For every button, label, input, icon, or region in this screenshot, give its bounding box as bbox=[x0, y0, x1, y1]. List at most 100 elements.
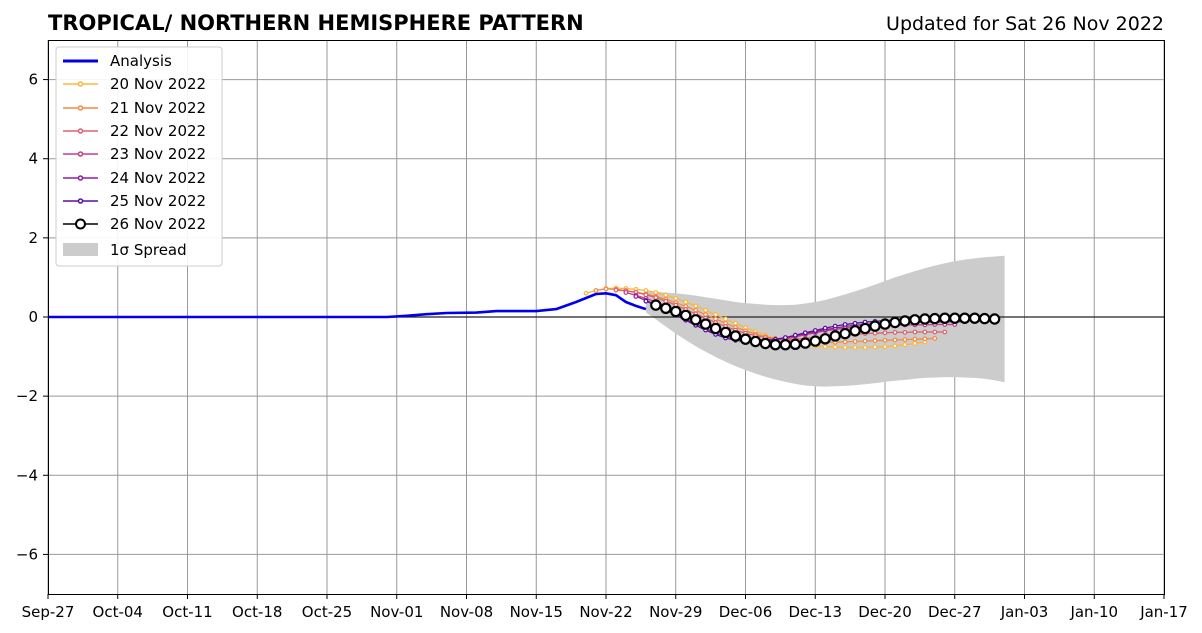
forecast-point-26-nov-2022 bbox=[670, 305, 682, 318]
spread-band bbox=[645, 255, 1005, 387]
forecast-point-26-nov-2022 bbox=[939, 312, 951, 324]
forecast-point-22-nov-2022 bbox=[663, 298, 669, 304]
forecast-point-21-nov-2022 bbox=[852, 339, 858, 344]
forecast-point-26-nov-2022 bbox=[909, 314, 921, 326]
forecast-point-20-nov-2022 bbox=[673, 296, 679, 301]
x-tick-label: Nov-15 bbox=[510, 603, 563, 621]
chart-title: TROPICAL/ NORTHERN HEMISPHERE PATTERN bbox=[48, 11, 584, 35]
y-tick-label: −4 bbox=[16, 466, 38, 484]
y-tick-label: −6 bbox=[16, 545, 38, 563]
forecast-point-22-nov-2022 bbox=[613, 287, 619, 293]
forecast-point-20-nov-2022 bbox=[862, 345, 868, 350]
x-tick-label: Jan-03 bbox=[1000, 603, 1049, 621]
forecast-point-26-nov-2022 bbox=[699, 318, 712, 330]
legend-marker-25nov bbox=[77, 198, 84, 204]
forecast-point-20-nov-2022 bbox=[902, 342, 908, 348]
forecast-point-23-nov-2022 bbox=[623, 290, 629, 295]
forecast-point-26-nov-2022 bbox=[769, 339, 782, 351]
x-tick-label: Dec-06 bbox=[719, 603, 773, 621]
legend-label-analysis: Analysis bbox=[110, 52, 172, 70]
forecast-point-20-nov-2022 bbox=[723, 316, 728, 322]
chart-subtitle: Updated for Sat 26 Nov 2022 bbox=[886, 13, 1164, 35]
x-tick-label: Jan-17 bbox=[1139, 603, 1188, 621]
legend-marker-23nov bbox=[77, 151, 84, 157]
x-tick-label: Oct-18 bbox=[232, 603, 282, 621]
forecast-point-20-nov-2022 bbox=[653, 290, 659, 295]
legend-marker-26nov bbox=[75, 218, 86, 230]
x-tick-label: Nov-08 bbox=[440, 603, 493, 621]
legend-label-25nov: 25 Nov 2022 bbox=[110, 192, 206, 210]
forecast-point-26-nov-2022 bbox=[690, 314, 702, 326]
forecast-point-21-nov-2022 bbox=[862, 338, 868, 344]
forecast-point-26-nov-2022 bbox=[680, 309, 692, 322]
forecast-point-20-nov-2022 bbox=[832, 344, 838, 350]
forecast-point-26-nov-2022 bbox=[739, 333, 752, 345]
y-tick-label: 4 bbox=[28, 150, 38, 168]
forecast-point-25-nov-2022 bbox=[822, 325, 828, 331]
legend-label-22nov: 22 Nov 2022 bbox=[110, 122, 206, 140]
x-tick-label: Dec-20 bbox=[858, 603, 912, 621]
forecast-point-21-nov-2022 bbox=[922, 336, 928, 342]
forecast-point-22-nov-2022 bbox=[932, 329, 938, 335]
forecast-point-26-nov-2022 bbox=[799, 337, 812, 349]
y-tick-label: 2 bbox=[28, 229, 38, 247]
legend-item-spread: 1σ Spread bbox=[63, 241, 187, 259]
forecast-point-26-nov-2022 bbox=[959, 312, 971, 324]
forecast-point-26-nov-2022 bbox=[899, 315, 911, 327]
x-tick-label: Nov-29 bbox=[649, 603, 702, 621]
legend-item-21nov: 21 Nov 2022 bbox=[63, 99, 206, 117]
forecast-point-25-nov-2022 bbox=[792, 332, 798, 338]
forecast-point-26-nov-2022 bbox=[829, 330, 841, 342]
legend-item-26nov: 26 Nov 2022 bbox=[63, 215, 206, 233]
forecast-point-26-nov-2022 bbox=[660, 302, 672, 314]
forecast-point-22-nov-2022 bbox=[872, 330, 878, 336]
legend-marker-21nov bbox=[77, 105, 84, 111]
forecast-point-20-nov-2022 bbox=[693, 303, 699, 309]
forecast-point-20-nov-2022 bbox=[733, 320, 738, 326]
forecast-point-25-nov-2022 bbox=[643, 298, 649, 304]
x-tick-label: Oct-04 bbox=[93, 603, 143, 621]
x-tick-label: Nov-22 bbox=[579, 603, 632, 621]
forecast-point-21-nov-2022 bbox=[912, 336, 918, 342]
forecast-point-26-nov-2022 bbox=[929, 312, 941, 325]
legend-label-20nov: 20 Nov 2022 bbox=[110, 75, 206, 93]
legend-marker-20nov bbox=[77, 81, 84, 87]
forecast-point-26-nov-2022 bbox=[839, 327, 851, 340]
x-tick-label: Oct-25 bbox=[302, 603, 352, 621]
legend-label-26nov: 26 Nov 2022 bbox=[110, 215, 206, 233]
legend-label-24nov: 24 Nov 2022 bbox=[110, 169, 206, 187]
legend-swatch-spread bbox=[63, 243, 98, 256]
x-tick-label: Dec-27 bbox=[928, 603, 982, 621]
y-tick-label: 6 bbox=[28, 71, 38, 89]
forecast-point-25-nov-2022 bbox=[832, 323, 838, 329]
axis-ticks: Sep-27 Oct-04 Oct-11 Oct-18 Oct-25 Nov-01 Nov-… bbox=[16, 71, 1188, 621]
legend: Analysis 20 Nov 2022 21 Nov 2022 22 Nov … bbox=[55, 46, 223, 267]
legend-label-21nov: 21 Nov 2022 bbox=[110, 99, 206, 117]
analysis-line bbox=[48, 291, 647, 319]
forecast-point-26-nov-2022 bbox=[819, 333, 831, 345]
forecast-point-21-nov-2022 bbox=[932, 336, 938, 341]
legend-marker-24nov bbox=[77, 175, 84, 181]
forecast-point-26-nov-2022 bbox=[729, 330, 742, 342]
forecast-point-22-nov-2022 bbox=[653, 295, 659, 301]
forecast-point-26-nov-2022 bbox=[919, 313, 931, 325]
legend-label-23nov: 23 Nov 2022 bbox=[110, 145, 206, 163]
x-tick-label: Sep-27 bbox=[22, 603, 75, 621]
forecast-point-25-nov-2022 bbox=[812, 328, 818, 333]
forecast-point-20-nov-2022 bbox=[852, 345, 858, 350]
forecast-point-26-nov-2022 bbox=[869, 320, 881, 332]
legend-item-25nov: 25 Nov 2022 bbox=[63, 192, 206, 210]
forecast-point-21-nov-2022 bbox=[842, 339, 848, 345]
x-tick-label: Jan-10 bbox=[1069, 603, 1118, 621]
forecast-point-22-nov-2022 bbox=[882, 330, 888, 336]
forecast-point-25-nov-2022 bbox=[783, 335, 788, 341]
forecast-point-20-nov-2022 bbox=[892, 343, 898, 349]
forecast-point-25-nov-2022 bbox=[852, 320, 858, 326]
series-layer bbox=[48, 285, 1001, 351]
forecast-point-26-nov-2022 bbox=[789, 338, 802, 350]
forecast-point-26-nov-2022 bbox=[759, 337, 772, 350]
forecast-point-22-nov-2022 bbox=[942, 329, 948, 335]
forecast-point-20-nov-2022 bbox=[912, 341, 918, 346]
forecast-point-26-nov-2022 bbox=[889, 316, 901, 329]
legend-label-spread: 1σ Spread bbox=[110, 241, 187, 259]
